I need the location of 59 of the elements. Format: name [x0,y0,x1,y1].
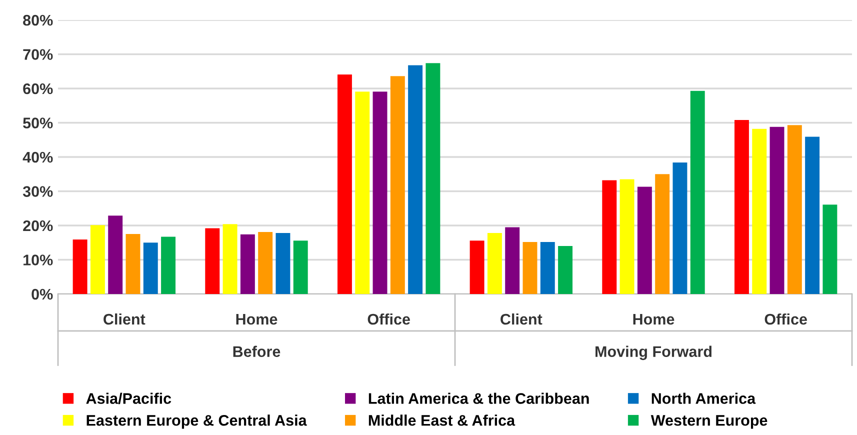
bar [390,76,405,294]
bar [372,92,388,294]
y-tick-label: 10% [24,254,53,266]
bar [408,65,423,294]
bar [734,120,749,294]
bar [602,180,617,294]
bar [470,240,484,294]
legend-label: Middle East & Africa [368,414,516,426]
y-tick-label: 70% [23,49,53,60]
bar [72,240,88,294]
bar [143,242,158,294]
bar [108,216,123,294]
legend-label: Latin America & the Caribbean [368,392,589,404]
y-tick-label: 20% [23,220,53,232]
bar [558,246,573,294]
y-tick-label: 60% [23,83,53,94]
bar [672,162,688,294]
bar [355,92,370,294]
y-tick-label: 40% [22,152,53,163]
bar [770,126,784,294]
bar [258,232,273,294]
bar [787,125,802,294]
x-tick-label: Client [500,313,542,325]
bar [540,242,555,294]
bar [487,233,502,294]
legend-label: North America [652,392,756,404]
bar [126,234,140,294]
bar [426,63,440,294]
x-tick-label: Home [633,314,674,325]
x-tick-label: Office [764,313,807,325]
bar [276,233,290,294]
y-tick-label: 80% [23,14,53,26]
y-tick-label: 0% [32,288,53,300]
bar [620,179,634,294]
y-tick-label: 50% [23,118,53,128]
bar [90,225,105,294]
bar [337,74,352,294]
bar [222,224,238,294]
x-tick-label: Home [236,314,278,325]
text: Moving Forward [596,346,712,360]
legend-label: Western Europe [650,415,768,429]
x-tick-label: Office [368,313,410,325]
bar [690,90,705,294]
bar [752,128,767,294]
text: Before [233,346,280,358]
bar [522,242,538,294]
legend-label: Eastern Europe & Central Asia [86,414,307,429]
bar [240,234,255,294]
bar [161,236,176,294]
bar [293,240,308,294]
bar [505,227,520,294]
legend-label: Asia/Pacific [86,392,172,404]
bar [822,204,838,294]
bar [805,136,820,294]
y-tick-label: 30% [22,186,53,197]
x-tick-label: Client [104,313,146,325]
bar [205,228,220,294]
bar [655,174,670,294]
bar [637,186,652,294]
